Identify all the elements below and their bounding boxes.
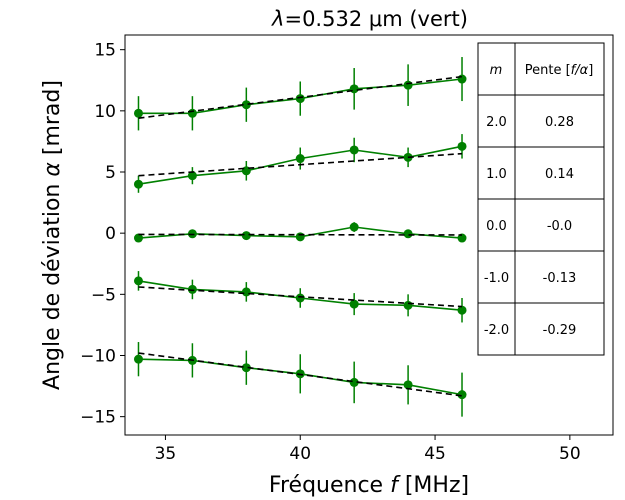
y-tick-label: 5 [105, 163, 116, 183]
table-header-m: m [490, 63, 503, 78]
title-lambda: λ [271, 7, 284, 31]
data-point [241, 363, 251, 373]
y-tick-label: 10 [94, 102, 116, 122]
y-tick-label: −15 [80, 408, 116, 428]
table-cell-slope: -0.29 [543, 323, 577, 338]
x-tick-label: 35 [155, 444, 177, 464]
series-m1 [133, 134, 467, 193]
data-point [133, 233, 143, 243]
data-point [349, 84, 359, 94]
y-axis-label-text: Angle de déviation [40, 177, 65, 390]
data-point [457, 390, 467, 400]
x-tick-label: 50 [559, 444, 581, 464]
data-point [187, 284, 197, 294]
table-header-slope: Pente [f/α] [525, 63, 594, 78]
data-point [241, 287, 251, 297]
data-point [457, 305, 467, 315]
y-axis-label-unit: [mrad] [40, 80, 65, 162]
x-axis-label: Fréquence f [MHz] [269, 473, 469, 498]
fit-line [138, 352, 463, 397]
data-point [295, 154, 305, 164]
data-point [133, 108, 143, 118]
fit-line [138, 233, 463, 236]
data-point [403, 300, 413, 310]
y-tick-label: 0 [105, 224, 116, 244]
table-cell-m: 2.0 [486, 115, 507, 130]
data-point [349, 145, 359, 155]
data-point [241, 100, 251, 110]
data-point [133, 179, 143, 189]
title-rest: =0.532 μm (vert) [284, 7, 467, 31]
data-point [187, 108, 197, 118]
data-point [403, 229, 413, 239]
data-point [133, 354, 143, 364]
table-cell-m: 0.0 [486, 219, 507, 234]
table-cell-slope: -0.0 [547, 219, 572, 234]
table-cell-m: 1.0 [486, 167, 507, 182]
x-tick-label: 40 [289, 444, 311, 464]
x-axis-label-text: Fréquence [269, 473, 390, 498]
data-point [187, 171, 197, 181]
x-axis-label-var: f [390, 473, 401, 498]
fit-line [138, 152, 463, 177]
table-cell-m: -2.0 [484, 323, 509, 338]
y-tick-label: −10 [80, 346, 116, 366]
data-point [403, 380, 413, 390]
y-tick-label: −5 [91, 285, 116, 305]
series-m0 [133, 222, 467, 243]
data-point [133, 276, 143, 286]
series-m-1 [133, 271, 467, 323]
slope-table: m Pente [f/α] 2.0 0.28 1.0 0.14 0.0 -0.0 -1.0 -… [477, 42, 605, 356]
table-cell-slope: -0.13 [543, 271, 577, 286]
data-point [295, 94, 305, 104]
table-header-slope-var: f/α [571, 63, 589, 78]
y-tick-label: 15 [94, 41, 116, 61]
fit-line [138, 75, 463, 119]
y-axis-label-var: α [40, 162, 65, 177]
plot-frame [124, 34, 614, 436]
data-point [457, 74, 467, 84]
series-m-2 [133, 342, 467, 417]
data-point [295, 293, 305, 303]
data-point [349, 299, 359, 309]
table-cell-slope: 0.14 [545, 167, 574, 182]
data-point [241, 231, 251, 241]
data-point [349, 222, 359, 232]
chart-title: λ=0.532 μm (vert) [271, 7, 468, 31]
data-point [457, 141, 467, 151]
fit-line [138, 286, 463, 308]
y-axis-label: Angle de déviation α [mrad] [40, 80, 65, 390]
table-cell-m: -1.0 [484, 271, 509, 286]
table-header-slope-prefix: Pente [ [525, 63, 571, 78]
x-tick-label: 45 [424, 444, 446, 464]
x-axis-label-unit: [MHz] [398, 473, 469, 498]
data-point [403, 80, 413, 90]
data-point [457, 233, 467, 243]
data-point [295, 232, 305, 242]
series-m2 [133, 57, 467, 131]
data-point [349, 377, 359, 387]
table-cell-slope: 0.28 [545, 115, 574, 130]
table-header-slope-suffix: ] [588, 63, 593, 78]
